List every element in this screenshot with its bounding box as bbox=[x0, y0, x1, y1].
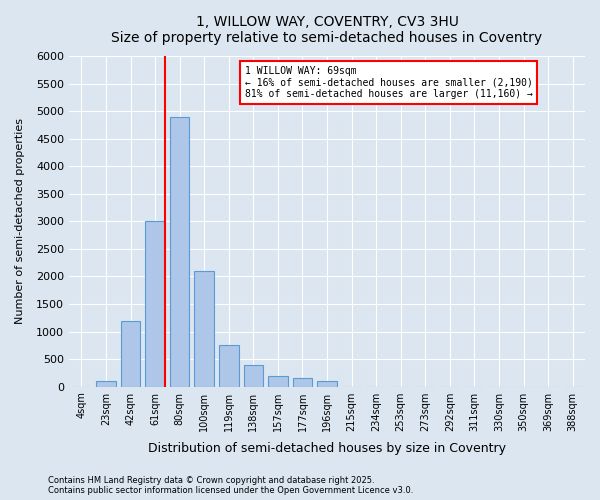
Title: 1, WILLOW WAY, COVENTRY, CV3 3HU
Size of property relative to semi-detached hous: 1, WILLOW WAY, COVENTRY, CV3 3HU Size of… bbox=[112, 15, 542, 45]
Bar bbox=[317, 381, 337, 386]
Bar bbox=[170, 116, 190, 386]
Text: Contains HM Land Registry data © Crown copyright and database right 2025.
Contai: Contains HM Land Registry data © Crown c… bbox=[48, 476, 413, 495]
Bar bbox=[96, 381, 116, 386]
Bar bbox=[219, 346, 239, 387]
Bar bbox=[293, 378, 313, 386]
Text: 1 WILLOW WAY: 69sqm
← 16% of semi-detached houses are smaller (2,190)
81% of sem: 1 WILLOW WAY: 69sqm ← 16% of semi-detach… bbox=[245, 66, 532, 99]
Y-axis label: Number of semi-detached properties: Number of semi-detached properties bbox=[15, 118, 25, 324]
Bar bbox=[244, 364, 263, 386]
Bar bbox=[145, 222, 165, 386]
Bar bbox=[121, 320, 140, 386]
X-axis label: Distribution of semi-detached houses by size in Coventry: Distribution of semi-detached houses by … bbox=[148, 442, 506, 455]
Bar bbox=[194, 271, 214, 386]
Bar bbox=[268, 376, 288, 386]
